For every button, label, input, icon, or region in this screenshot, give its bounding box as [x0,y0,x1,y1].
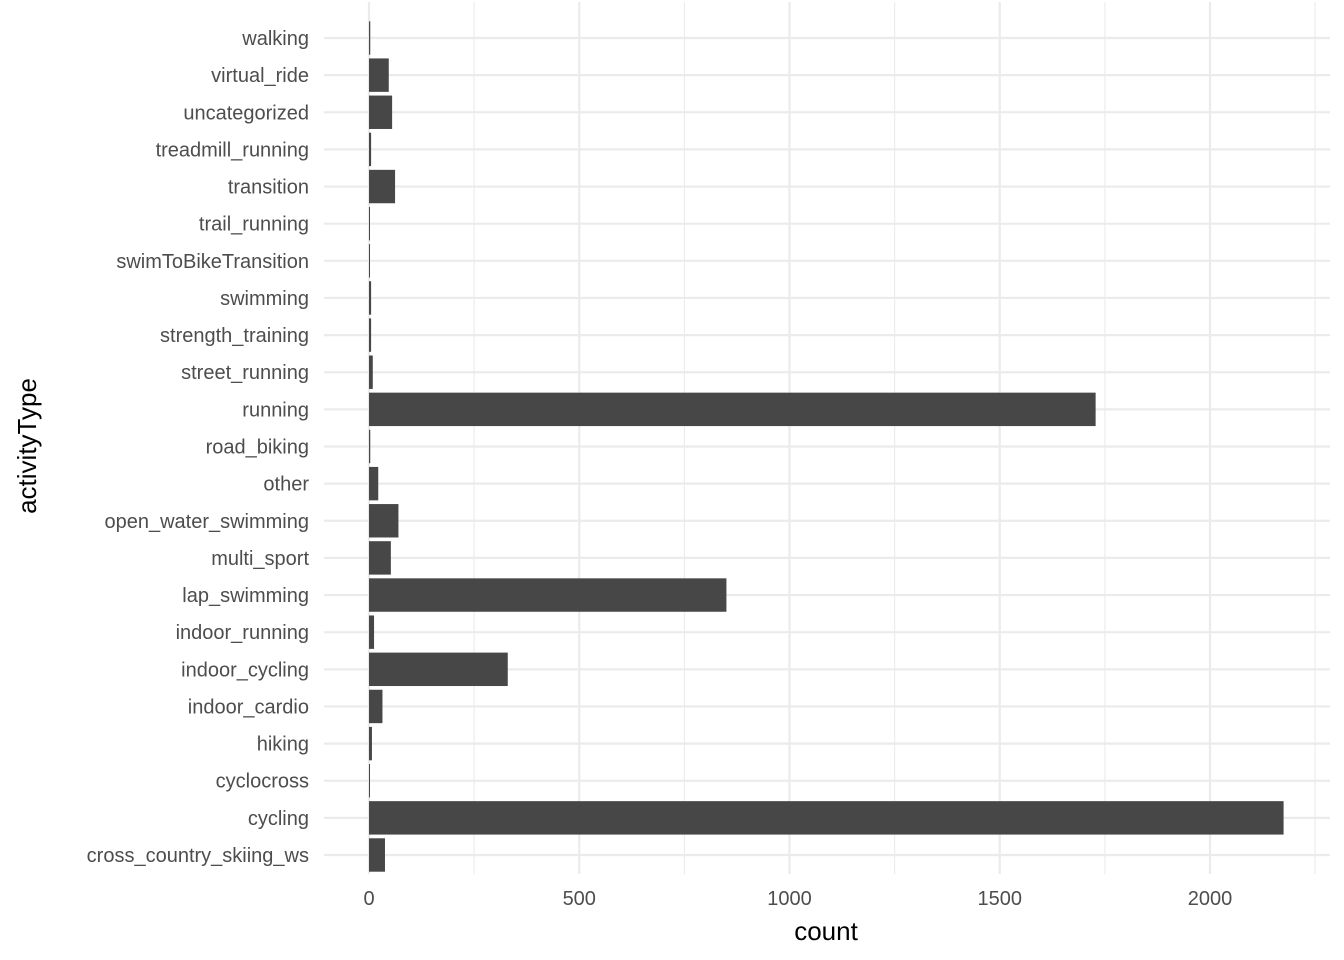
bar-walking [369,21,371,55]
y-tick-label: walking [241,28,309,50]
y-tick-label: treadmill_running [156,139,309,161]
y-tick-label: indoor_cycling [181,659,309,681]
bar-trail_running [369,206,370,241]
bars [369,21,1284,872]
bar-lap_swimming [369,578,727,612]
x-tick-label: 500 [563,888,596,910]
x-tick-label: 1000 [767,888,812,910]
bar-indoor_cycling [369,652,508,687]
x-tick-label: 1500 [978,888,1023,910]
y-tick-label: street_running [181,362,309,384]
y-tick-label: lap_swimming [182,585,309,607]
bar-treadmill_running [369,132,372,167]
y-tick-label: indoor_cardio [188,696,309,718]
y-tick-label: virtual_ride [211,65,309,87]
bar-cycling [369,801,1284,835]
x-tick-label: 2000 [1188,888,1233,910]
y-tick-label: other [263,474,309,496]
bar-virtual_ride [369,58,389,92]
y-tick-label: indoor_running [176,622,309,644]
y-tick-label: hiking [257,734,309,756]
x-axis-title: count [794,916,858,946]
bar-street_running [369,355,373,389]
bar-hiking [369,726,372,761]
bar-running [369,392,1096,427]
bar-swimming [369,281,372,315]
bar-strength_training [369,318,372,352]
y-tick-label: multi_sport [211,548,309,570]
y-tick-label: swimToBikeTransition [116,251,309,273]
x-tick-labels: 0 500 1000 1500 2000 [363,888,1232,910]
grid-lines [324,2,1330,874]
bar-cyclocross [369,764,370,798]
bar-open_water_swimming [369,504,399,538]
bar-uncategorized [369,95,393,129]
y-tick-label: swimming [220,288,309,310]
bar-road_biking [369,429,371,464]
y-tick-label: cycling [248,808,309,830]
bar-multi_sport [369,541,391,575]
bar-other [369,466,379,501]
y-tick-label: uncategorized [183,102,309,124]
bar-swimToBikeTransition [369,244,370,278]
bar-indoor_running [369,615,375,649]
y-tick-label: trail_running [199,214,309,236]
y-tick-labels: cross_country_skiing_ws cycling cyclocross… [87,28,310,867]
y-tick-label: road_biking [206,437,309,459]
y-axis-title: activityType [12,378,42,514]
bar-indoor_cardio [369,689,383,724]
x-tick-label: 0 [363,888,374,910]
y-tick-label: cross_country_skiing_ws [87,845,309,867]
bar-cross_country_skiing_ws [369,838,385,872]
y-tick-label: transition [228,177,309,199]
y-tick-label: strength_training [160,325,309,347]
y-tick-label: cyclocross [216,771,309,793]
bar-transition [369,169,396,204]
y-tick-label: running [242,399,309,421]
y-tick-label: open_water_swimming [104,511,309,533]
